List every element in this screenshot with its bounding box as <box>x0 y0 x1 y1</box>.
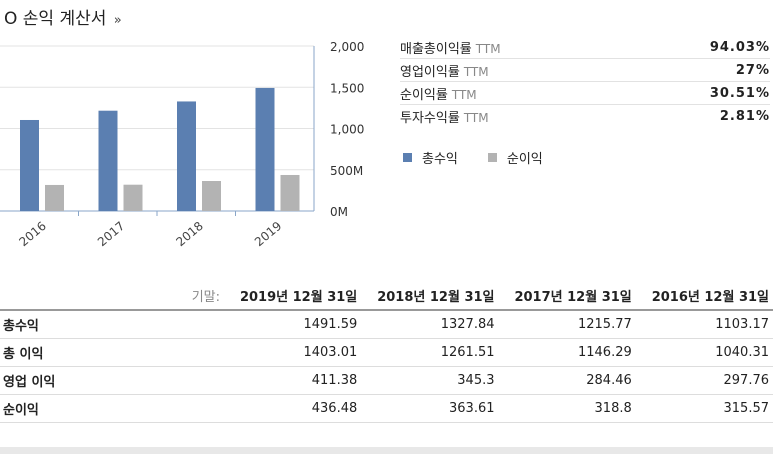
table-row: 총수익 1491.59 1327.84 1215.77 1103.17 <box>0 310 773 339</box>
y-tick-label: 2,000 <box>330 40 364 54</box>
ratio-value: 27% <box>735 62 770 78</box>
y-tick-label: 500M <box>330 164 363 178</box>
table-cell: 318.8 <box>594 401 632 416</box>
net-income-bar <box>45 184 64 211</box>
table-cell: 1103.17 <box>715 317 769 332</box>
legend-item: 순이익 <box>487 148 543 167</box>
x-tick-label: 2018 <box>173 219 205 249</box>
income-statement-table: 기말: 2019년 12월 31일 2018년 12월 31일 2017년 12… <box>0 282 773 423</box>
revenue-bar <box>20 119 39 211</box>
period-end-label: 기말: <box>191 290 220 305</box>
revenue-bar <box>177 101 196 211</box>
ratio-row: 투자수익률 TTM 2.81% <box>400 105 770 127</box>
y-tick-label: 0M <box>330 205 348 219</box>
table-cell: 1146.29 <box>577 345 632 360</box>
ratio-row: 매출총이익률 TTM 94.03% <box>400 36 770 59</box>
ratio-value: 30.51% <box>709 85 770 101</box>
table-cell: 297.76 <box>723 373 770 388</box>
row-label: 총수익 <box>3 319 39 334</box>
x-tick-label: 2017 <box>95 219 127 249</box>
ratio-label: 순이익률 <box>400 87 448 103</box>
ratio-label: 매출총이익률 <box>400 41 472 57</box>
chevron-right-icon: » <box>113 13 122 28</box>
legend-swatch <box>487 153 497 162</box>
table-cell: 411.38 <box>311 373 358 388</box>
ratio-list: 매출총이익률 TTM 94.03% 영업이익률 TTM 27% 순이익률 TTM 30… <box>400 36 770 127</box>
ratio-label: 영업이익률 <box>400 64 460 80</box>
table-cell: 1261.51 <box>440 345 495 360</box>
row-label: 총 이익 <box>3 347 44 362</box>
table-cell: 315.57 <box>723 401 770 416</box>
table-cell: 363.61 <box>449 401 495 416</box>
ratio-row: 순이익률 TTM 30.51% <box>400 82 770 105</box>
ratio-row: 영업이익률 TTM 27% <box>400 59 770 82</box>
table-cell: 1215.77 <box>577 317 632 332</box>
ratio-value: 2.81% <box>719 108 770 124</box>
column-header: 2016년 12월 31일 <box>651 290 769 305</box>
column-header: 2019년 12월 31일 <box>239 290 358 305</box>
footer-bar <box>0 447 773 454</box>
page-title[interactable]: O 손익 계산서 » <box>4 4 122 29</box>
ttm-label: TTM <box>463 64 489 79</box>
chart-legend: 총수익 순이익 <box>403 148 573 167</box>
ttm-label: TTM <box>451 87 477 102</box>
net-income-bar <box>280 174 300 211</box>
table-cell: 436.48 <box>311 401 358 416</box>
table-row: 순이익 436.48 363.61 318.8 315.57 <box>0 395 773 423</box>
table-cell: 1327.84 <box>440 317 495 332</box>
column-header: 2018년 12월 31일 <box>377 290 495 305</box>
table-cell: 1403.01 <box>303 345 358 360</box>
table-cell: 1491.59 <box>303 317 358 332</box>
table-cell: 1040.31 <box>715 345 769 360</box>
x-tick-label: 2016 <box>16 219 48 249</box>
table-row: 총 이익 1403.01 1261.51 1146.29 1040.31 <box>0 339 773 367</box>
ratio-label: 투자수익률 <box>400 110 460 126</box>
table-header-row: 기말: 2019년 12월 31일 2018년 12월 31일 2017년 12… <box>0 282 773 310</box>
ttm-label: TTM <box>463 110 489 125</box>
net-income-bar <box>123 184 143 211</box>
legend-label: 총수익 <box>422 152 458 167</box>
table-cell: 345.3 <box>457 373 495 388</box>
x-tick-label: 2019 <box>252 219 284 249</box>
table-row: 영업 이익 411.38 345.3 284.46 297.76 <box>0 367 773 395</box>
table-cell: 284.46 <box>586 373 632 388</box>
net-income-bar <box>202 181 221 211</box>
legend-label: 순이익 <box>506 152 543 167</box>
revenue-bar <box>98 110 118 211</box>
bar-chart: 2,000 1,500 1,000 500M 0M 2016 2017 2018 2019 <box>0 40 364 249</box>
legend-item: 총수익 <box>403 148 458 167</box>
row-label: 영업 이익 <box>3 375 56 390</box>
legend-swatch <box>403 153 412 162</box>
ttm-label: TTM <box>475 41 501 56</box>
row-label: 순이익 <box>3 403 39 418</box>
column-header: 2017년 12월 31일 <box>514 290 632 305</box>
y-tick-label: 1,000 <box>330 123 364 137</box>
revenue-bar <box>255 87 275 211</box>
title-text: O 손익 계산서 <box>4 9 107 29</box>
y-tick-label: 1,500 <box>330 81 364 95</box>
ratio-value: 94.03% <box>709 39 770 55</box>
